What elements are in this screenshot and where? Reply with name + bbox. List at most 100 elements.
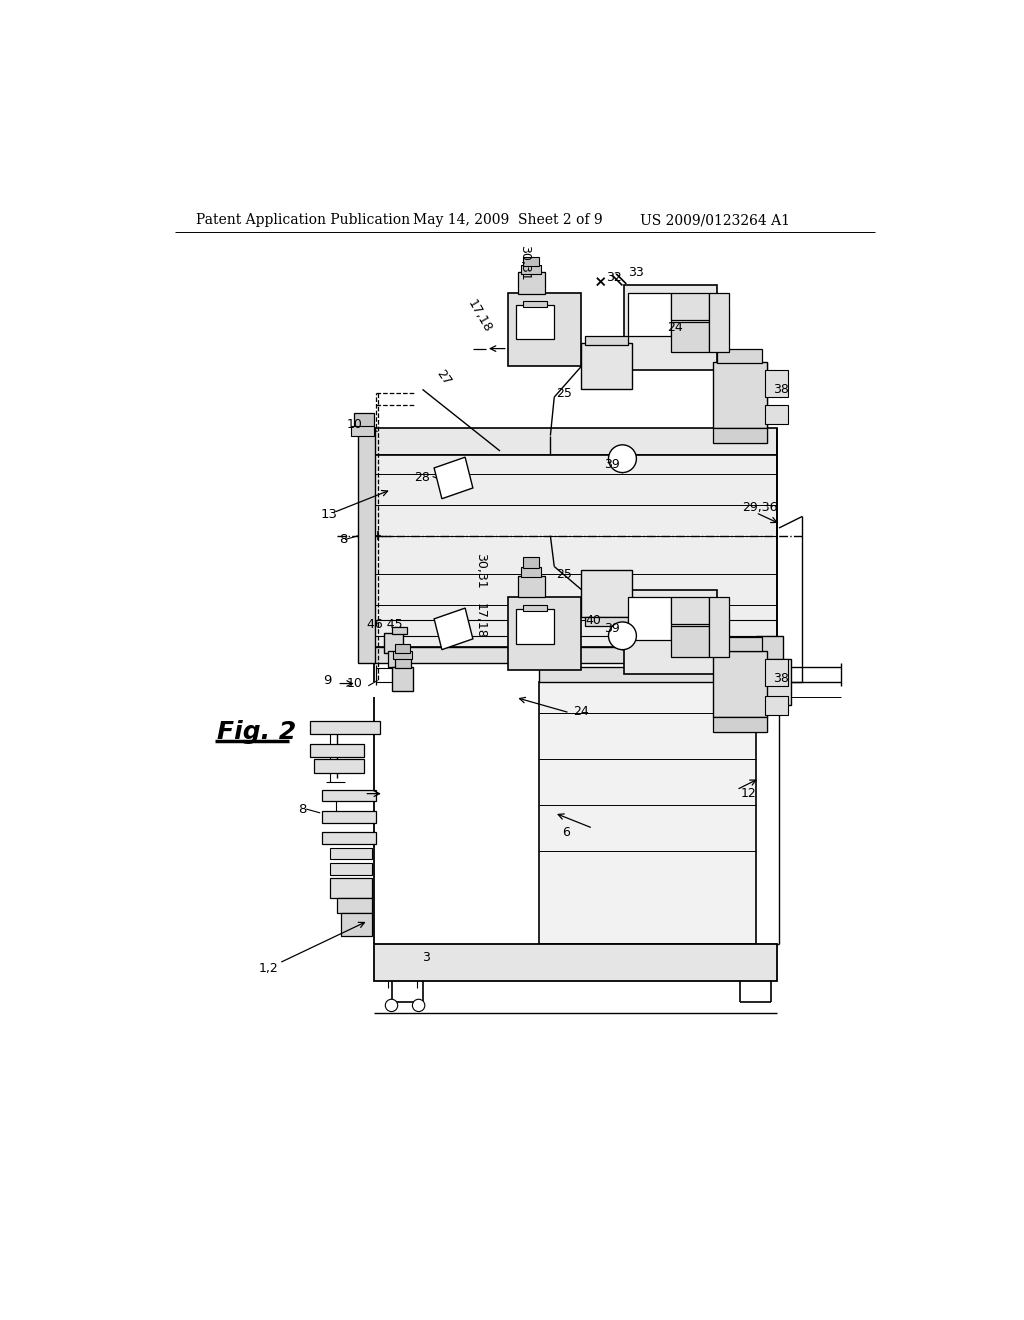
Text: 46 45: 46 45 <box>368 618 403 631</box>
Bar <box>523 557 539 568</box>
Text: 10: 10 <box>347 677 362 690</box>
Bar <box>765 696 788 715</box>
Bar <box>713 428 767 444</box>
Text: 27: 27 <box>434 367 454 388</box>
Text: 17,18: 17,18 <box>474 602 487 639</box>
Bar <box>713 717 767 733</box>
Circle shape <box>385 999 397 1011</box>
Bar <box>508 597 582 671</box>
Bar <box>330 878 372 898</box>
Bar <box>314 759 365 774</box>
Text: 38: 38 <box>773 383 788 396</box>
Bar <box>518 272 545 294</box>
Bar <box>354 413 375 428</box>
Bar <box>341 913 372 936</box>
Text: 28: 28 <box>415 471 430 484</box>
Bar <box>515 609 554 644</box>
Bar <box>322 812 376 822</box>
Text: 32: 32 <box>606 271 622 284</box>
Text: 39: 39 <box>604 458 620 471</box>
Text: 30,31: 30,31 <box>518 244 531 280</box>
Bar <box>671 597 710 624</box>
Bar <box>393 651 412 659</box>
Bar <box>358 428 375 663</box>
Text: Patent Application Publication: Patent Application Publication <box>197 213 411 227</box>
Bar <box>539 682 756 944</box>
Text: 8: 8 <box>299 803 307 816</box>
Text: 33: 33 <box>628 265 644 279</box>
Text: 25: 25 <box>557 568 572 581</box>
Text: 38: 38 <box>773 672 788 685</box>
Bar <box>671 626 710 656</box>
Bar <box>539 667 756 682</box>
Text: 40: 40 <box>586 614 601 627</box>
Bar <box>624 285 717 370</box>
Text: 3: 3 <box>423 952 430 964</box>
Bar <box>582 570 632 616</box>
Bar <box>624 590 717 675</box>
Bar <box>374 647 776 663</box>
Bar <box>374 455 776 647</box>
Polygon shape <box>434 609 473 649</box>
Bar <box>384 634 403 653</box>
Bar <box>521 566 541 577</box>
Text: 13: 13 <box>321 508 337 520</box>
Bar <box>671 293 710 321</box>
Bar <box>756 636 783 659</box>
Text: 24: 24 <box>667 321 682 334</box>
Text: 30,31: 30,31 <box>474 553 487 589</box>
Bar <box>394 644 410 653</box>
Text: 25: 25 <box>557 387 572 400</box>
Polygon shape <box>434 457 473 499</box>
Bar <box>710 598 729 656</box>
Bar <box>765 659 788 686</box>
Bar <box>508 293 582 367</box>
Bar <box>391 627 407 635</box>
Bar <box>628 293 671 335</box>
Bar <box>330 847 372 859</box>
Text: 9: 9 <box>324 675 332 686</box>
Text: Fig. 2: Fig. 2 <box>217 719 296 744</box>
Bar <box>765 405 788 424</box>
Bar <box>710 293 729 352</box>
Bar <box>717 638 762 651</box>
Bar <box>351 426 375 436</box>
Bar <box>310 743 365 758</box>
Bar <box>515 305 554 339</box>
Bar <box>523 605 547 611</box>
Text: US 2009/0123264 A1: US 2009/0123264 A1 <box>640 213 790 227</box>
Text: 1,2: 1,2 <box>258 962 278 975</box>
Bar <box>582 343 632 389</box>
Text: 8: 8 <box>339 533 347 546</box>
Text: May 14, 2009  Sheet 2 of 9: May 14, 2009 Sheet 2 of 9 <box>414 213 603 227</box>
Text: 24: 24 <box>573 705 590 718</box>
Text: 29,36: 29,36 <box>741 500 777 513</box>
Bar <box>748 659 791 705</box>
Bar <box>717 350 762 363</box>
Bar <box>310 721 380 734</box>
Text: 17,18: 17,18 <box>465 297 494 335</box>
Bar <box>521 264 541 275</box>
Bar <box>388 651 407 667</box>
Bar <box>330 863 372 875</box>
Text: 10: 10 <box>347 417 362 430</box>
Bar <box>523 257 539 267</box>
Circle shape <box>413 999 425 1011</box>
Text: 12: 12 <box>740 787 756 800</box>
Text: 6: 6 <box>562 825 570 838</box>
Bar <box>395 657 411 668</box>
Bar <box>374 428 776 455</box>
Bar <box>713 363 767 428</box>
Bar <box>374 944 776 981</box>
Bar <box>671 322 710 352</box>
Text: 39: 39 <box>604 622 620 635</box>
Bar <box>518 576 545 598</box>
Bar <box>391 667 414 692</box>
Bar <box>586 616 628 626</box>
Bar <box>586 335 628 345</box>
Bar <box>322 789 376 801</box>
Bar <box>523 301 547 308</box>
Circle shape <box>608 622 636 649</box>
Bar <box>765 370 788 397</box>
Bar <box>322 832 376 843</box>
